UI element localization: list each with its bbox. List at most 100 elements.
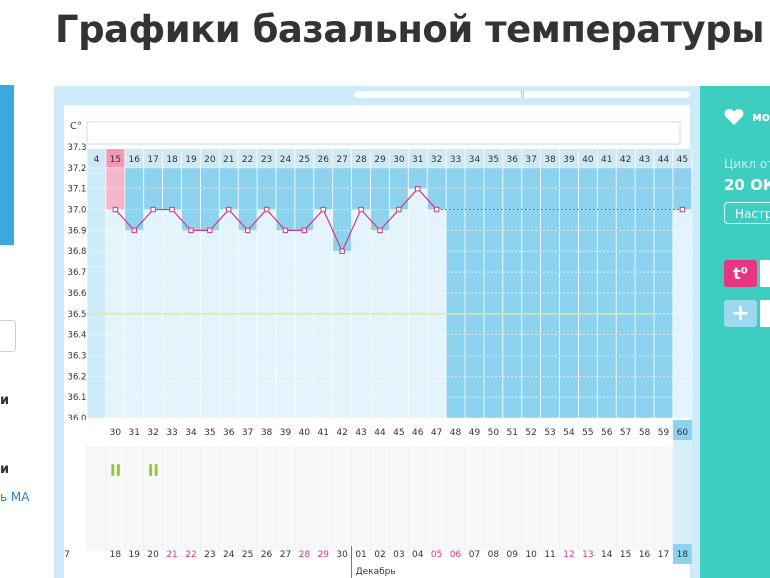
cycle-day-label: 38 [261,428,273,438]
cycle-day-label: 57 [620,428,631,438]
top-day-label: 43 [639,155,650,165]
bar-below-27 [332,251,352,418]
date-label: 18 [677,550,689,560]
y-tick-label: 36.0 [68,414,87,424]
top-day-label: 22 [242,155,253,165]
date-label: 11 [544,550,555,560]
top-day-label: 39 [563,155,575,165]
y-tick-label: 37.3 [68,143,87,153]
top-day-label: 24 [280,155,292,165]
left-label-2: и [0,462,10,477]
date-label: 7 [64,550,70,560]
date-label: 18 [110,550,122,560]
temperature-button[interactable]: t⁰ [724,260,757,287]
top-day-label: 30 [393,155,405,165]
bar-below-19 [181,230,201,418]
date-label: 23 [204,550,215,560]
top-day-label: 37 [525,155,536,165]
heart-icon[interactable] [724,108,744,126]
top-day-label: 36 [507,155,519,165]
temperature-line [114,187,438,253]
chart-header-box [86,121,681,145]
page-title: Графики базальной температуры [55,8,765,51]
top-day-label: 25 [299,155,310,165]
temp-point-27 [339,248,345,254]
y-tick-label: 36.9 [68,226,87,236]
top-day-label: 35 [488,155,499,165]
left-panel: и и ь МА [0,0,50,578]
y-tick-label: 36.7 [68,268,87,278]
top-day-label: 23 [261,155,272,165]
cycle-day-label: 32 [147,428,158,438]
cycle-day-label: 31 [129,428,140,438]
date-label: 24 [223,550,235,560]
cycle-day-label: 40 [299,428,311,438]
date-label: 03 [393,550,404,560]
cycle-day-label: 56 [601,428,613,438]
temp-point-23 [263,206,270,213]
left-link[interactable]: ь МА [0,490,30,504]
date-label: 09 [507,550,519,560]
top-day-label: 26 [318,155,330,165]
date-label: 29 [318,550,330,560]
y-tick-label: 37.2 [68,164,87,174]
bar-below-31 [408,188,428,418]
cycle-day-label: 55 [582,428,593,438]
add-input[interactable] [760,300,770,327]
temp-point-20 [207,227,213,234]
bar-above-29 [370,167,390,231]
bar-above-17 [143,167,163,210]
symptom-area [87,446,673,551]
cycle-day-label: 44 [374,428,386,438]
date-label: 06 [450,550,462,560]
date-label: 01 [355,550,366,560]
bar-above-23 [257,167,276,210]
date-label: 07 [469,550,480,560]
cycle-label: Цикл от [724,157,770,171]
bar-above-20 [200,167,220,231]
y-tick-label: 36.5 [68,310,87,320]
top-day-label: 38 [544,155,556,165]
y-axis-label: С° [70,121,82,132]
add-button[interactable]: + [724,300,757,327]
pause-marks-icon [149,464,153,476]
cycle-day-label: 42 [336,428,347,438]
date-label: 21 [166,550,177,560]
top-day-label: 16 [129,155,141,165]
cycle-day-label: 52 [525,428,536,438]
cycle-day-label: 30 [110,428,122,438]
bar-above-27 [332,167,352,252]
scroll-grip-icon[interactable]: || [520,90,525,98]
temp-point-28 [358,206,364,213]
temp-point-32 [433,206,440,213]
temp-point-18 [169,206,175,213]
date-label: 15 [620,550,631,560]
date-label: 20 [147,550,159,560]
top-day-label: 27 [336,155,347,165]
date-label: 12 [563,550,574,560]
current-date-box [672,544,692,564]
current-day-column [672,440,692,550]
bar-above-24 [276,167,295,231]
sidebar-label[interactable]: мо [752,110,770,124]
cycle-day-label: 50 [488,428,500,438]
date-label: 05 [431,550,442,560]
settings-button[interactable]: Настр [724,202,770,224]
date-label: 10 [525,550,537,560]
top-day-label: 41 [601,155,612,165]
cycle-day-label: 49 [469,428,481,438]
bar-above-16 [124,167,144,231]
y-tick-label: 36.1 [68,393,87,403]
top-day-label: 31 [412,155,423,165]
chart-scrollbar[interactable]: || [354,91,690,98]
temperature-input[interactable] [760,260,770,287]
cycle-day-label: 47 [431,428,442,438]
bar-above-30 [389,167,409,210]
pause-marks-icon [116,464,120,476]
top-day-label: 18 [166,155,178,165]
cycle-day-label: 53 [544,428,555,438]
cycle-day-label: 39 [280,428,292,438]
y-tick-label: 36.8 [68,247,87,257]
left-input[interactable] [0,320,16,352]
top-day-label: 42 [620,155,631,165]
